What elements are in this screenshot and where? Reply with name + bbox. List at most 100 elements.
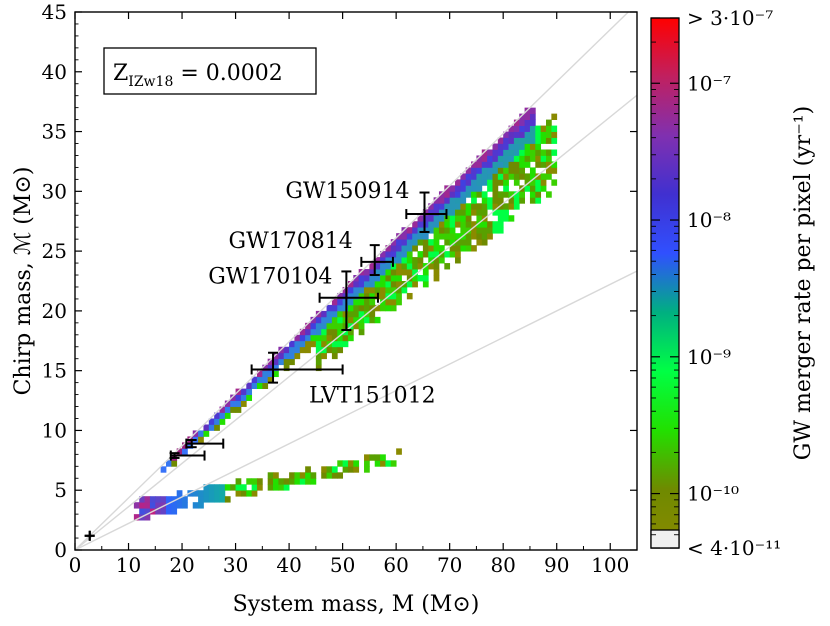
heatmap-cell — [444, 197, 451, 204]
heatmap-cell — [519, 137, 525, 144]
heatmap-cell — [497, 227, 504, 234]
heatmap-cell — [273, 370, 279, 378]
heatmap-cell — [187, 442, 194, 449]
x-tick-label: 0 — [69, 553, 82, 577]
heatmap-cell — [481, 197, 488, 204]
heatmap-cell — [481, 155, 488, 162]
heatmap-cell — [406, 239, 413, 246]
heatmap-cell — [529, 125, 536, 132]
heatmap-cell — [481, 173, 488, 180]
heatmap-cell — [155, 502, 162, 509]
heatmap-cell — [497, 149, 504, 156]
heatmap-cell — [380, 257, 386, 264]
heatmap-cell — [476, 185, 483, 192]
heatmap-cell — [401, 245, 408, 252]
heatmap-cell — [337, 346, 344, 354]
heatmap-cell — [315, 334, 322, 342]
heatmap-cell — [433, 239, 440, 246]
heatmap-cell — [481, 149, 488, 156]
heatmap-cell — [208, 424, 215, 431]
x-tick-label: 90 — [544, 553, 569, 577]
heatmap-cell — [433, 221, 440, 228]
heatmap-cell — [487, 197, 493, 204]
colorbar — [650, 17, 680, 549]
heatmap-cell — [385, 251, 392, 258]
heatmap-cell — [353, 286, 360, 294]
heatmap-cell — [529, 131, 536, 138]
heatmap-cell — [524, 179, 531, 186]
heatmap-cell — [422, 245, 429, 252]
heatmap-cell — [503, 161, 509, 168]
heatmap-cell — [438, 251, 445, 258]
heatmap-cell — [471, 197, 477, 204]
heatmap-cell — [299, 334, 306, 342]
heatmap-cell — [422, 227, 429, 234]
heatmap-cell — [438, 221, 445, 228]
heatmap-cell — [192, 490, 199, 497]
heatmap-cell — [471, 227, 477, 234]
heatmap-cell — [433, 233, 440, 240]
heatmap-cell — [321, 340, 327, 348]
heatmap-cell — [326, 466, 333, 473]
heatmap-cell — [331, 304, 338, 312]
heatmap-cell — [214, 496, 220, 503]
heatmap-cell — [503, 143, 509, 150]
heatmap-cell — [385, 460, 392, 467]
heatmap-cell — [465, 191, 472, 198]
heatmap-cell — [133, 502, 140, 509]
heatmap-cell — [182, 448, 188, 455]
plot-frame — [74, 11, 638, 551]
heatmap-cell — [364, 275, 370, 282]
heatmap-cell — [144, 496, 151, 503]
heatmap-cell — [503, 209, 509, 216]
heatmap-cell — [540, 161, 547, 168]
heatmap-cell — [321, 322, 327, 330]
heatmap-cell — [513, 167, 520, 174]
heatmap-cell — [519, 197, 525, 204]
event-gw170104: GW170104 — [208, 265, 379, 332]
heatmap-cell — [524, 137, 531, 144]
heatmap-cell — [471, 209, 477, 216]
x-tick-label: 70 — [437, 553, 462, 577]
heatmap-cell — [455, 257, 461, 264]
heatmap-cell — [331, 466, 338, 473]
heatmap-cell — [471, 185, 477, 192]
heatmap-cell — [380, 263, 386, 270]
heatmap-cell — [347, 281, 354, 288]
heatmap-cell — [358, 292, 365, 300]
event-unlabeled-5 — [169, 450, 206, 461]
heatmap-cell — [508, 143, 515, 150]
heatmap-cell — [487, 185, 493, 192]
heatmap-cell — [513, 119, 520, 126]
heatmap-cell — [487, 161, 493, 168]
heatmap-cell — [294, 346, 301, 354]
heatmap-cell — [396, 251, 402, 258]
heatmap-cell — [294, 340, 301, 348]
heatmap-cell — [449, 227, 456, 234]
heatmap-cell — [310, 334, 317, 342]
reference-line-q3 — [75, 94, 637, 550]
heatmap-cell — [224, 400, 231, 407]
heatmap-cell — [364, 466, 370, 473]
heatmap-cell — [353, 304, 360, 312]
heatmap-cell — [331, 310, 338, 318]
heatmap-cell — [321, 310, 327, 318]
heatmap-cell — [412, 275, 418, 282]
heatmap-cell — [455, 239, 461, 246]
heatmap-cell — [444, 221, 451, 228]
event-label: LVT151012 — [309, 383, 436, 408]
heatmap-cell — [369, 292, 376, 300]
heatmap-cell — [331, 352, 338, 360]
heatmap-cell — [438, 227, 445, 234]
heatmap-cell — [535, 185, 542, 192]
heatmap-cell — [444, 239, 451, 246]
heatmap-cell — [412, 245, 418, 252]
heatmap-cell — [487, 155, 493, 162]
heatmap-cell — [513, 191, 520, 198]
heatmap-cell — [497, 203, 504, 210]
heatmap-cell — [380, 269, 386, 276]
heatmap-cell — [546, 125, 552, 132]
heatmap-cell — [529, 119, 536, 126]
heatmap-cell — [508, 215, 515, 222]
heatmap-cell — [219, 496, 226, 503]
